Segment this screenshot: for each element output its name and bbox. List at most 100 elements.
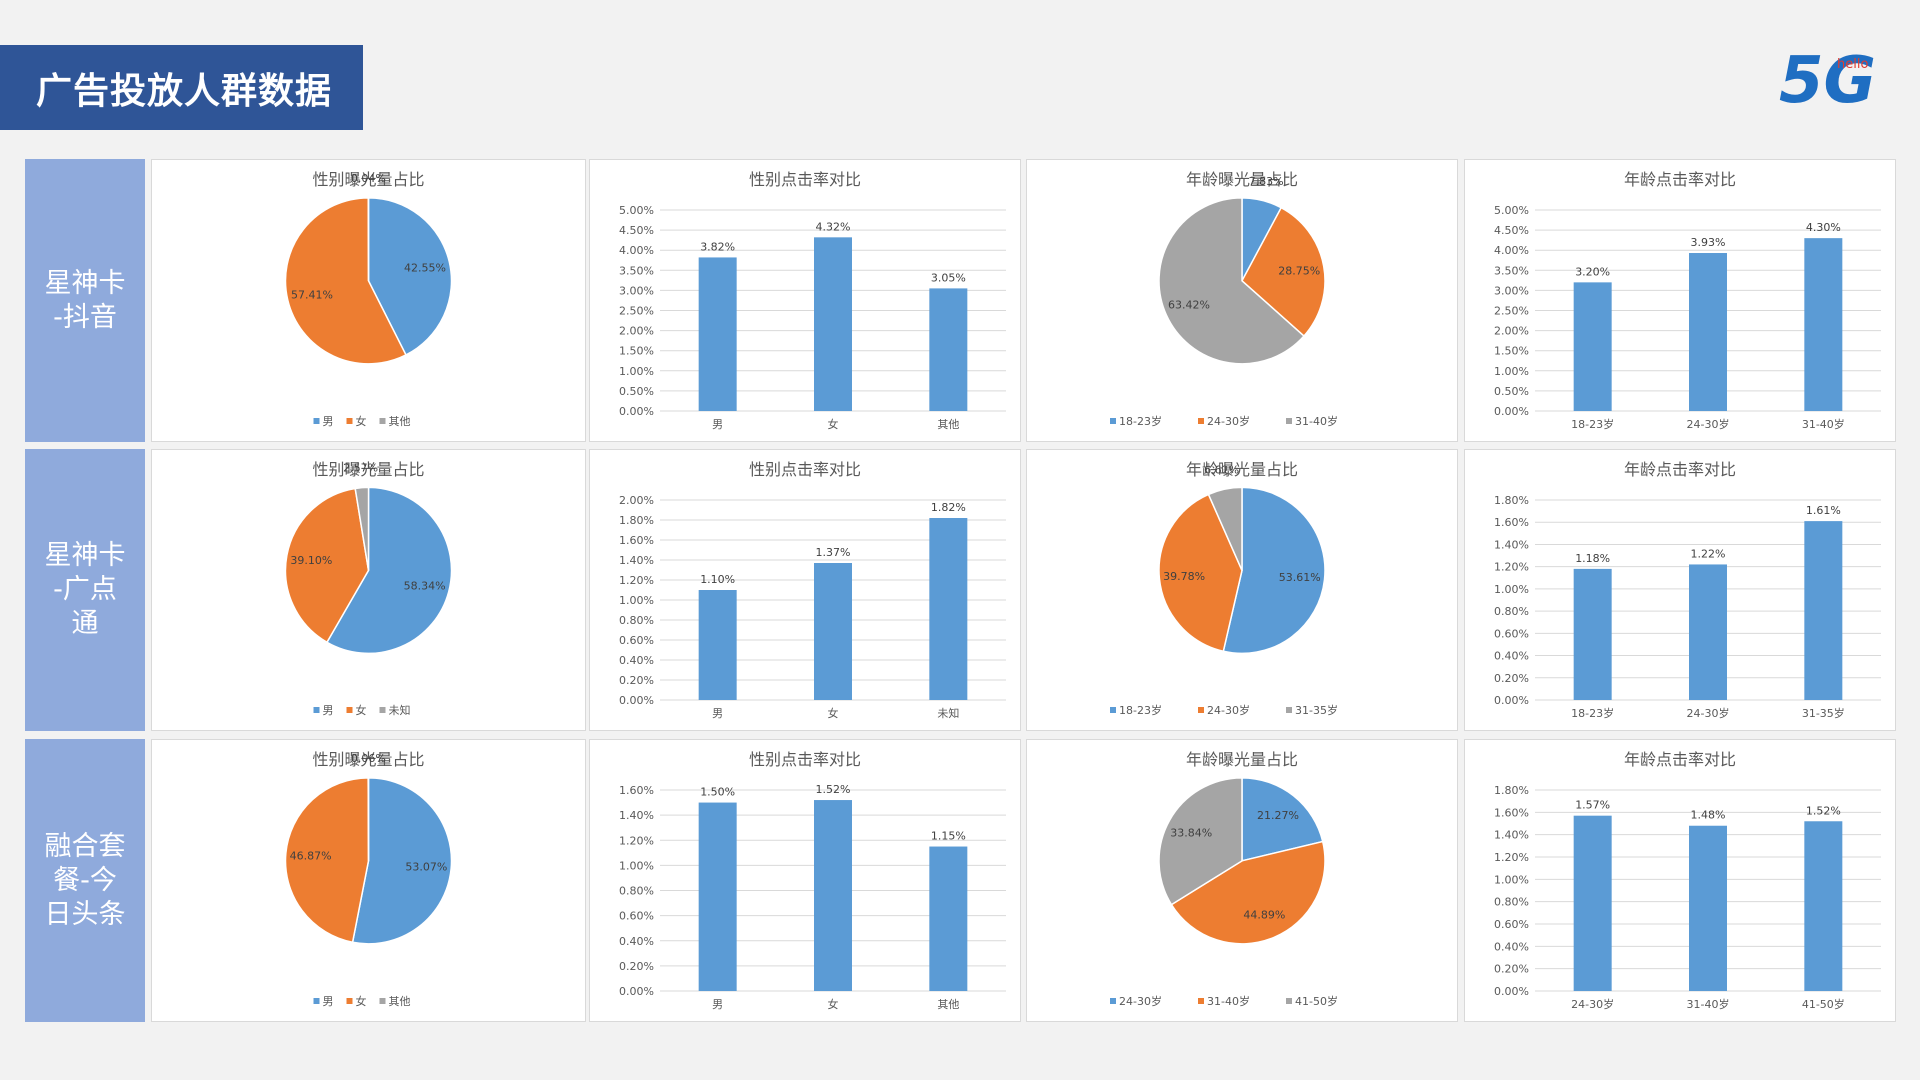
- pie-slice: [367, 197, 453, 356]
- data-label: 2.57%: [343, 462, 378, 475]
- legend-swatch: [1286, 418, 1292, 424]
- x-tick-label: 男: [712, 418, 723, 431]
- legend-label: 41-50岁: [1295, 994, 1338, 1008]
- legend-label: 18-23岁: [1119, 414, 1162, 428]
- bar: [814, 563, 852, 700]
- y-tick-label: 5.00%: [1494, 204, 1529, 217]
- legend-swatch: [379, 998, 386, 1004]
- y-tick-label: 0.20%: [1494, 672, 1529, 685]
- bar: [698, 802, 737, 991]
- pie-slice: [1207, 486, 1243, 571]
- x-tick-label: 31-40岁: [1687, 997, 1730, 1011]
- x-tick-label: 24-30岁: [1687, 706, 1730, 720]
- pie-slice: [284, 777, 370, 944]
- data-label: 44.89%: [1243, 908, 1285, 921]
- legend-label: 31-40岁: [1207, 994, 1250, 1008]
- legend-swatch: [346, 707, 353, 713]
- y-tick-label: 1.00%: [619, 594, 654, 607]
- legend-label: 男: [323, 415, 334, 428]
- y-tick-label: 0.00%: [1494, 694, 1529, 707]
- data-label: 1.37%: [816, 546, 851, 559]
- bar-chart-panel: 性别点击率对比 0.00% 0.20% 0.40% 0.60% 0.80% 1.00% 1.2…: [589, 739, 1021, 1022]
- pie-slice: [325, 486, 453, 655]
- pie-chart-panel: 性别曝光量占比 58.34% 39.10% 2.57% 男 女 未知: [151, 449, 586, 731]
- bar: [929, 288, 968, 411]
- y-tick-label: 1.80%: [1494, 494, 1529, 507]
- page-title: 广告投放人群数据: [36, 70, 333, 112]
- bar: [1804, 821, 1843, 991]
- y-tick-label: 3.00%: [619, 284, 654, 297]
- data-label: 53.07%: [405, 860, 447, 873]
- y-tick-label: 1.00%: [1494, 583, 1529, 596]
- logo-hello-text: hello: [1837, 57, 1868, 72]
- legend-label: 其他: [389, 415, 411, 428]
- y-tick-label: 0.00%: [619, 405, 654, 418]
- bar: [1804, 238, 1843, 411]
- data-label: 1.57%: [1575, 799, 1610, 812]
- legend: 男 女 其他: [313, 414, 411, 428]
- legend-swatch: [1198, 418, 1204, 424]
- data-label: 1.18%: [1575, 552, 1610, 565]
- legend-label: 24-30岁: [1119, 994, 1162, 1008]
- chart-svg: 年龄点击率对比 0.00% 0.20% 0.40% 0.60% 0.80% 1.00% 1.2…: [1494, 750, 1881, 1011]
- legend-label: 31-40岁: [1295, 414, 1338, 428]
- bar: [1689, 825, 1727, 991]
- y-tick-label: 1.60%: [619, 784, 654, 797]
- x-tick-label: 41-50岁: [1802, 997, 1845, 1011]
- legend-label: 18-23岁: [1119, 703, 1162, 717]
- y-tick-label: 0.20%: [619, 674, 654, 687]
- x-tick-label: 其他: [937, 418, 959, 431]
- bar: [1573, 282, 1612, 411]
- pie-slice: [1241, 206, 1326, 338]
- data-label: 0.04%: [351, 172, 386, 185]
- x-tick-label: 31-40岁: [1802, 417, 1845, 431]
- y-tick-label: 1.20%: [619, 834, 654, 847]
- y-tick-label: 0.00%: [1494, 405, 1529, 418]
- legend-swatch: [1110, 418, 1116, 424]
- y-tick-label: 0.20%: [619, 960, 654, 973]
- data-label: 1.10%: [700, 573, 735, 586]
- legend: 18-23岁 24-30岁 31-40岁: [1110, 414, 1338, 428]
- x-tick-label: 18-23岁: [1571, 706, 1614, 720]
- x-tick-label: 女: [828, 417, 839, 431]
- legend: 男 女 其他: [313, 994, 411, 1008]
- y-tick-label: 2.50%: [1494, 305, 1529, 318]
- x-tick-label: 女: [828, 997, 839, 1011]
- data-label: 21.27%: [1257, 809, 1299, 822]
- pie-slice: [351, 777, 453, 945]
- y-tick-label: 0.60%: [1494, 627, 1529, 640]
- data-label: 1.15%: [931, 830, 966, 843]
- y-tick-label: 0.40%: [1494, 940, 1529, 953]
- y-tick-label: 1.80%: [619, 514, 654, 527]
- row-label-1: 星神卡 -抖音: [25, 159, 145, 442]
- y-tick-label: 0.60%: [619, 910, 654, 923]
- y-tick-label: 4.00%: [619, 244, 654, 257]
- y-tick-label: 4.50%: [1494, 224, 1529, 237]
- legend-label: 24-30岁: [1207, 703, 1250, 717]
- y-tick-label: 0.80%: [619, 614, 654, 627]
- y-tick-label: 1.20%: [1494, 851, 1529, 864]
- pie-chart-panel: 年龄曝光量占比 21.27% 44.89% 33.84% 24-30岁 31-40岁 41-…: [1026, 739, 1458, 1022]
- chart-title: 性别点击率对比: [749, 460, 861, 479]
- chart-svg: 性别曝光量占比 58.34% 39.10% 2.57% 男 女 未知: [284, 460, 453, 717]
- chart-svg: 性别点击率对比 0.00% 0.20% 0.40% 0.60% 0.80% 1.00% 1.2…: [619, 750, 1006, 1011]
- y-tick-label: 2.00%: [619, 494, 654, 507]
- y-tick-label: 1.00%: [1494, 873, 1529, 886]
- data-label: 4.32%: [816, 220, 851, 233]
- y-tick-label: 1.40%: [619, 809, 654, 822]
- y-tick-label: 0.20%: [1494, 963, 1529, 976]
- legend-swatch: [346, 418, 353, 424]
- data-label: 57.41%: [291, 288, 333, 301]
- pie-slices: [1158, 197, 1326, 365]
- legend-label: 男: [323, 995, 334, 1008]
- y-tick-label: 1.40%: [1494, 538, 1529, 551]
- pie-slice: [1158, 197, 1306, 365]
- data-label: 39.78%: [1163, 570, 1205, 583]
- data-label: 42.55%: [404, 261, 446, 274]
- bar: [698, 590, 737, 700]
- bar: [1689, 564, 1727, 700]
- bar: [929, 518, 968, 700]
- logo-5g-text: 5G: [1779, 44, 1875, 115]
- data-label: 1.50%: [700, 786, 735, 799]
- legend-swatch: [1110, 998, 1116, 1004]
